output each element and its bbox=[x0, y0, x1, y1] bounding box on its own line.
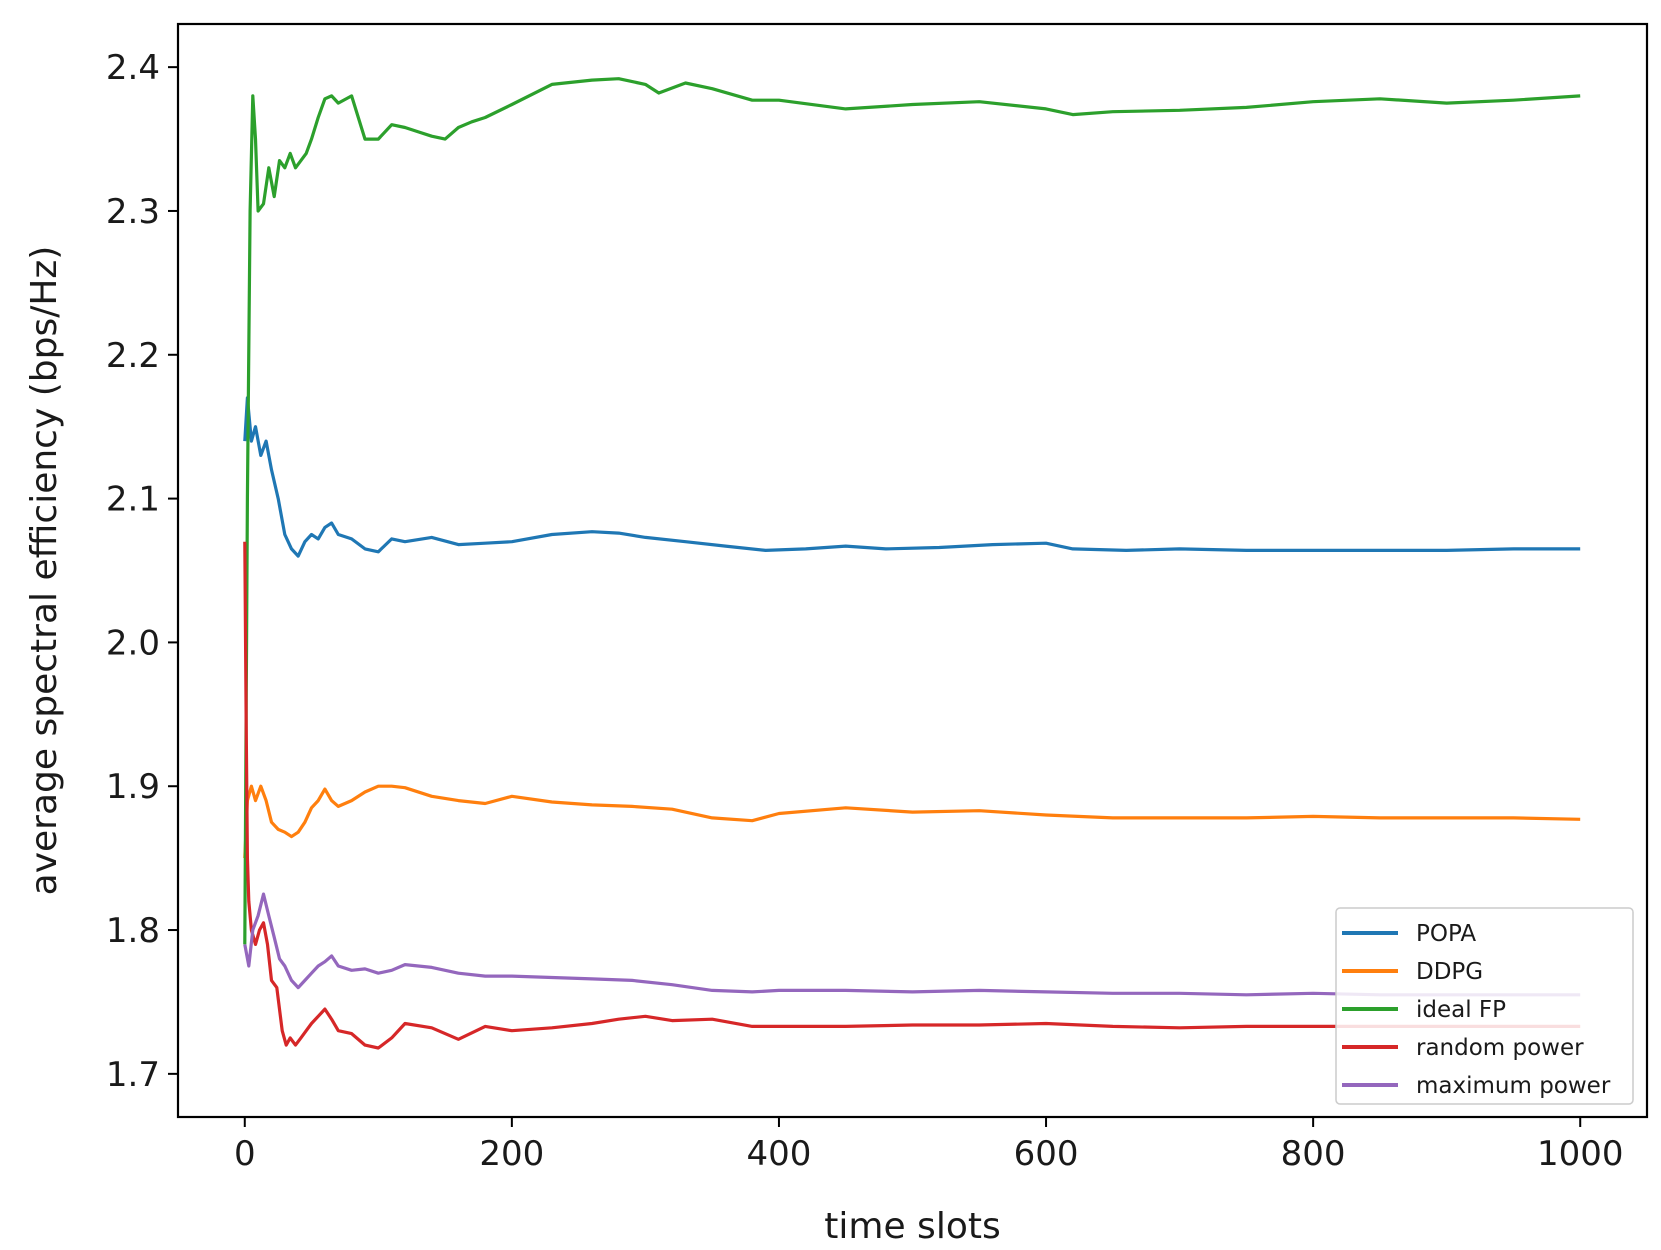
series-lines bbox=[243, 77, 1581, 1050]
series-line-2 bbox=[243, 77, 1581, 945]
legend-label: POPA bbox=[1416, 921, 1476, 947]
y-tick-label: 2.0 bbox=[106, 623, 160, 663]
legend: POPA DDPG ideal FP random power maximum powe… bbox=[1335, 907, 1634, 1105]
series-line-3 bbox=[243, 541, 1581, 1050]
x-tick-label: 200 bbox=[479, 1134, 544, 1174]
x-tick-label: 800 bbox=[1281, 1134, 1346, 1174]
legend-box bbox=[1335, 907, 1634, 1105]
x-axis-ticks: 0 200 400 600 800 1000 bbox=[234, 1117, 1624, 1174]
x-tick-label: 400 bbox=[747, 1134, 812, 1174]
x-tick-label: 1000 bbox=[1537, 1134, 1624, 1174]
y-tick-label: 2.2 bbox=[106, 336, 160, 376]
legend-label: DDPG bbox=[1416, 959, 1483, 985]
x-tick-label: 600 bbox=[1014, 1134, 1079, 1174]
y-axis-ticks: 1.7 1.8 1.9 2.0 2.1 2.2 2.3 2.4 bbox=[106, 48, 178, 1095]
plot-frame bbox=[176, 22, 1649, 1119]
series-line-0 bbox=[243, 396, 1581, 558]
y-tick-label: 1.9 bbox=[106, 767, 160, 807]
y-tick-label: 1.7 bbox=[106, 1055, 160, 1095]
x-tick-label: 0 bbox=[234, 1134, 256, 1174]
y-tick-label: 2.1 bbox=[106, 480, 160, 520]
y-axis-label: average spectral efficiency (bps/Hz) bbox=[24, 246, 65, 896]
y-tick-label: 2.4 bbox=[106, 48, 160, 88]
x-axis-label: time slots bbox=[824, 1206, 1000, 1247]
legend-label: maximum power bbox=[1416, 1073, 1611, 1099]
y-tick-label: 2.3 bbox=[106, 192, 160, 232]
legend-label: ideal FP bbox=[1416, 997, 1506, 1023]
series-line-1 bbox=[243, 784, 1581, 859]
series-line-4 bbox=[243, 892, 1581, 997]
legend-label: random power bbox=[1416, 1035, 1584, 1061]
y-tick-label: 1.8 bbox=[106, 911, 160, 951]
